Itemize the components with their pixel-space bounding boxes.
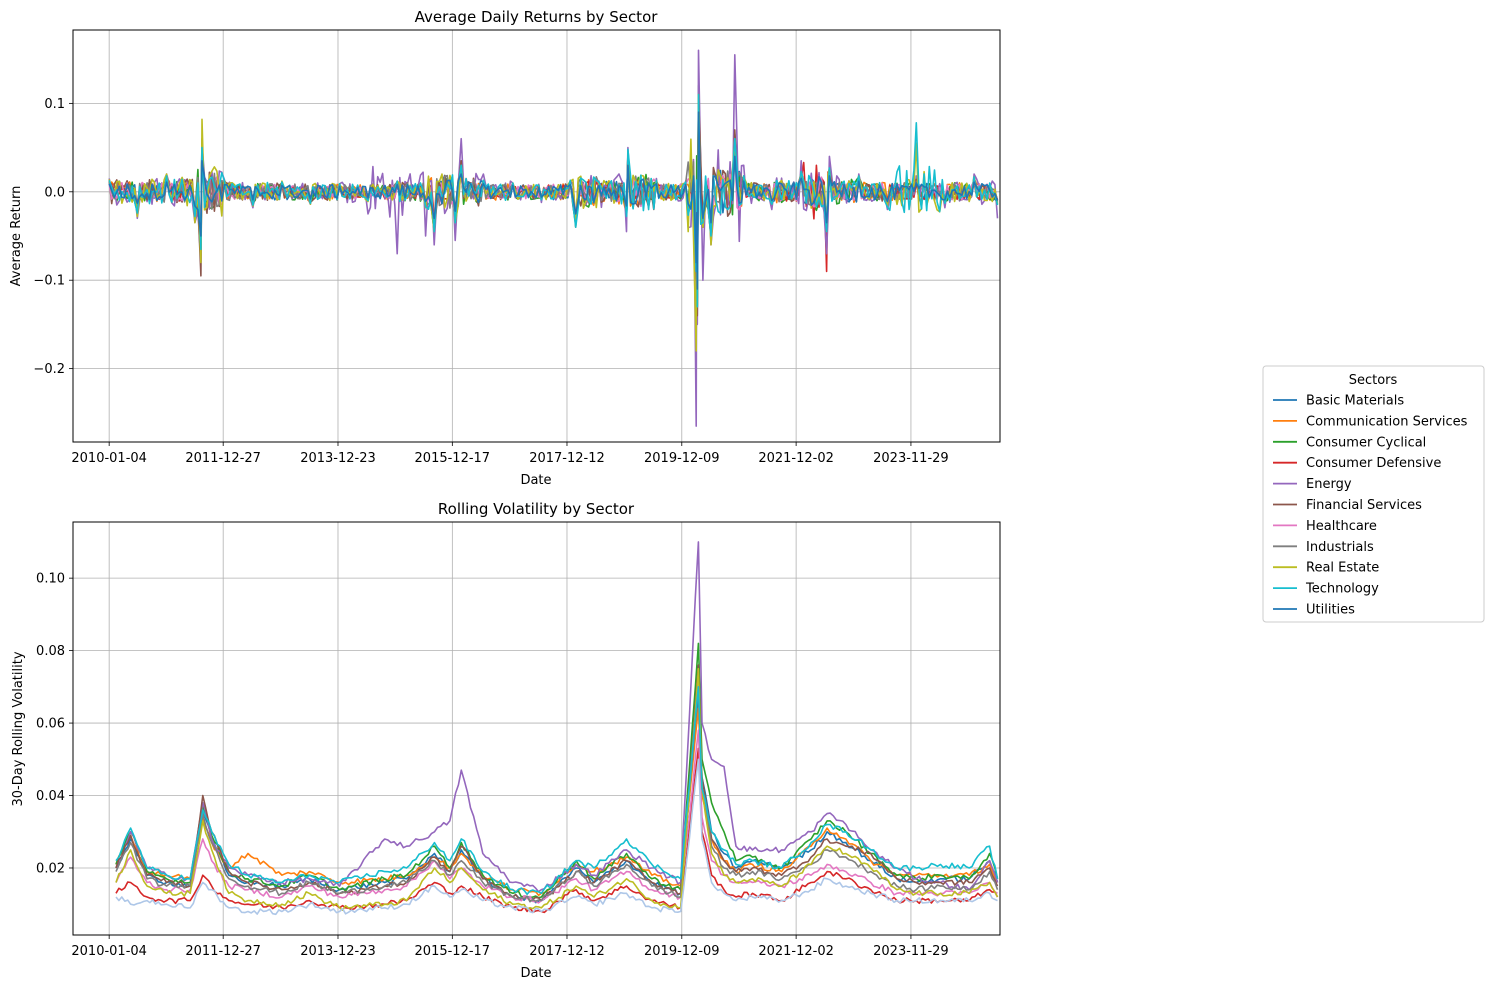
volatility-y-ticks: 0.02 0.04 0.06 0.08 0.10 [36,572,73,876]
volatility-x-tick-label: 2017-12-12 [529,944,605,959]
legend-label: Basic Materials [1306,394,1404,409]
legend-items: Basic Materials Communication Services Con… [1273,394,1468,618]
volatility-series-line [115,686,999,903]
legend-label: Communication Services [1306,414,1468,429]
volatility-chart: Rolling Volatility by Sector 2010-01-04 2… [11,500,1001,981]
returns-x-tick-label: 2015-12-17 [415,451,491,466]
volatility-y-tick-label: 0.06 [36,717,65,732]
returns-series-line [108,93,999,352]
volatility-x-tick-label: 2015-12-17 [415,944,491,959]
volatility-x-tick-label: 2010-01-04 [71,944,147,959]
returns-series-line [108,93,999,317]
legend-label: Energy [1306,477,1352,492]
returns-series-line [108,49,999,427]
returns-chart-title: Average Daily Returns by Sector [415,8,659,26]
volatility-series-line [115,758,998,916]
returns-y-tick-label: 0.0 [44,185,65,200]
legend-label: Financial Services [1306,498,1422,513]
legend-label: Consumer Cyclical [1306,435,1426,450]
volatility-x-tick-label: 2013-12-23 [300,944,376,959]
returns-x-tick-label: 2013-12-23 [300,451,376,466]
returns-x-axis-label: Date [520,473,551,488]
volatility-series-line [115,541,999,893]
legend-label: Real Estate [1306,561,1379,576]
volatility-series-line [115,664,999,902]
legend-label: Consumer Defensive [1306,456,1441,471]
returns-series [108,49,999,427]
returns-grid [73,30,1000,442]
legend-box [1262,365,1485,623]
volatility-series-line [115,667,999,911]
returns-x-tick-label: 2021-12-02 [758,451,834,466]
returns-y-axis-label: Average Return [9,186,24,287]
volatility-x-axis-label: Date [520,966,551,981]
volatility-x-ticks: 2010-01-04 2011-12-27 2013-12-23 2015-12-17… [71,935,949,959]
returns-y-tick-label: −0.2 [33,362,65,377]
returns-x-ticks: 2010-01-04 2011-12-27 2013-12-23 2015-12-17… [71,442,949,466]
legend-title: Sectors [1349,373,1398,388]
legend-label: Industrials [1306,540,1374,555]
volatility-series [115,541,999,916]
volatility-y-tick-label: 0.04 [36,789,65,804]
volatility-y-tick-label: 0.08 [36,644,65,659]
legend-label: Technology [1305,582,1379,597]
legend-label: Utilities [1306,603,1355,618]
returns-x-tick-label: 2023-11-29 [873,451,949,466]
returns-chart: Average Daily Returns by Sector 2010-01-… [9,8,1001,488]
volatility-chart-title: Rolling Volatility by Sector [438,500,635,518]
volatility-series-line [115,686,999,895]
volatility-series-line [115,693,999,904]
volatility-grid [73,522,1000,935]
volatility-y-tick-label: 0.02 [36,861,65,876]
volatility-series-line [115,642,999,899]
returns-x-tick-label: 2019-12-09 [644,451,720,466]
volatility-x-tick-label: 2021-12-02 [758,944,834,959]
volatility-series-line [115,707,999,897]
volatility-y-tick-label: 0.10 [36,572,65,587]
legend-label: Healthcare [1306,519,1377,534]
legend: Sectors Basic Materials Communication Ser… [1262,365,1485,623]
returns-plot-frame [72,29,1001,443]
returns-y-ticks: −0.2 −0.1 0.0 0.1 [33,97,73,377]
volatility-x-tick-label: 2023-11-29 [873,944,949,959]
volatility-plot-frame [72,521,1001,936]
returns-x-tick-label: 2011-12-27 [185,451,261,466]
volatility-y-axis-label: 30-Day Rolling Volatility [11,651,26,806]
volatility-series-line [115,729,998,904]
returns-x-tick-label: 2017-12-12 [529,451,605,466]
returns-series-line [108,111,999,290]
returns-y-tick-label: −0.1 [33,274,65,289]
returns-x-tick-label: 2010-01-04 [71,451,147,466]
returns-y-tick-label: 0.1 [44,97,65,112]
volatility-x-tick-label: 2011-12-27 [185,944,261,959]
volatility-x-tick-label: 2019-12-09 [644,944,720,959]
